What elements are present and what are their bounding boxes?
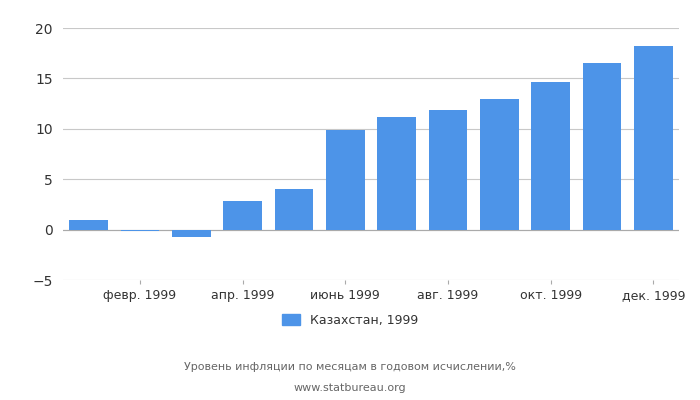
Bar bbox=[274, 189, 314, 230]
Bar bbox=[120, 230, 160, 231]
Bar bbox=[634, 46, 673, 230]
Legend: Казахстан, 1999: Казахстан, 1999 bbox=[276, 309, 424, 332]
Bar bbox=[69, 220, 108, 230]
Text: www.statbureau.org: www.statbureau.org bbox=[294, 383, 406, 393]
Text: Уровень инфляции по месяцам в годовом исчислении,%: Уровень инфляции по месяцам в годовом ис… bbox=[184, 362, 516, 372]
Bar bbox=[172, 230, 211, 237]
Bar bbox=[326, 130, 365, 230]
Bar bbox=[531, 82, 570, 230]
Bar bbox=[377, 117, 416, 230]
Bar bbox=[428, 110, 468, 230]
Bar bbox=[480, 98, 519, 230]
Bar bbox=[223, 201, 262, 230]
Bar bbox=[582, 63, 622, 230]
